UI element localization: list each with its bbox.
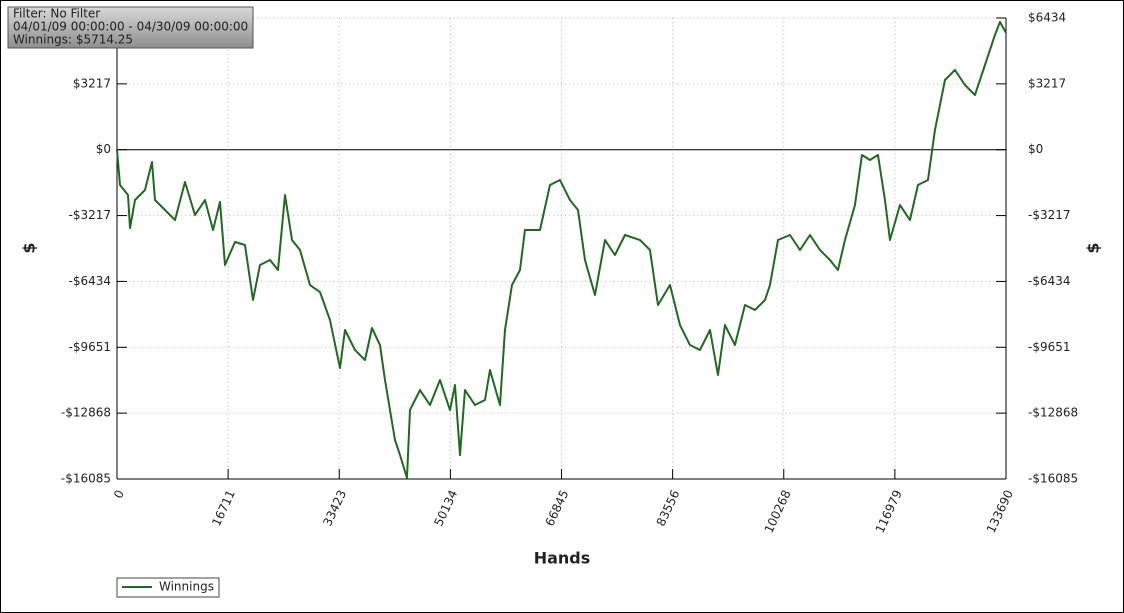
- y-tick-label: -$9651: [68, 340, 111, 354]
- info-line: Filter: No Filter: [13, 7, 100, 21]
- y2-tick-label: -$9651: [1028, 340, 1071, 354]
- y-tick-label: $3217: [73, 76, 111, 90]
- y2-tick-label: -$12868: [1028, 406, 1078, 420]
- info-line: 04/01/09 00:00:00 - 04/30/09 00:00:00: [13, 20, 248, 34]
- legend: [116, 577, 220, 598]
- y-tick-label: -$6434: [68, 274, 111, 288]
- y2-axis-label: $: [1084, 242, 1103, 253]
- y2-tick-label: $3217: [1028, 76, 1066, 90]
- y-tick-label: -$12868: [61, 406, 111, 420]
- series-line: [116, 20, 1007, 480]
- info-line: Winnings: $5714.25: [13, 33, 133, 47]
- info-box: [7, 6, 254, 49]
- legend-label: Winnings: [159, 580, 214, 594]
- y2-tick-label: -$16085: [1028, 472, 1078, 486]
- y-tick-label: -$16085: [61, 472, 111, 486]
- y-tick-label: -$3217: [68, 208, 111, 222]
- y-axis-label: $: [20, 242, 39, 253]
- x-axis-label: Hands: [534, 549, 591, 568]
- y2-tick-label: $0: [1028, 142, 1043, 156]
- y2-tick-label: $6434: [1028, 11, 1066, 25]
- y-tick-label: $0: [96, 142, 111, 156]
- y2-tick-label: -$6434: [1028, 274, 1071, 288]
- y2-tick-label: -$3217: [1028, 208, 1071, 222]
